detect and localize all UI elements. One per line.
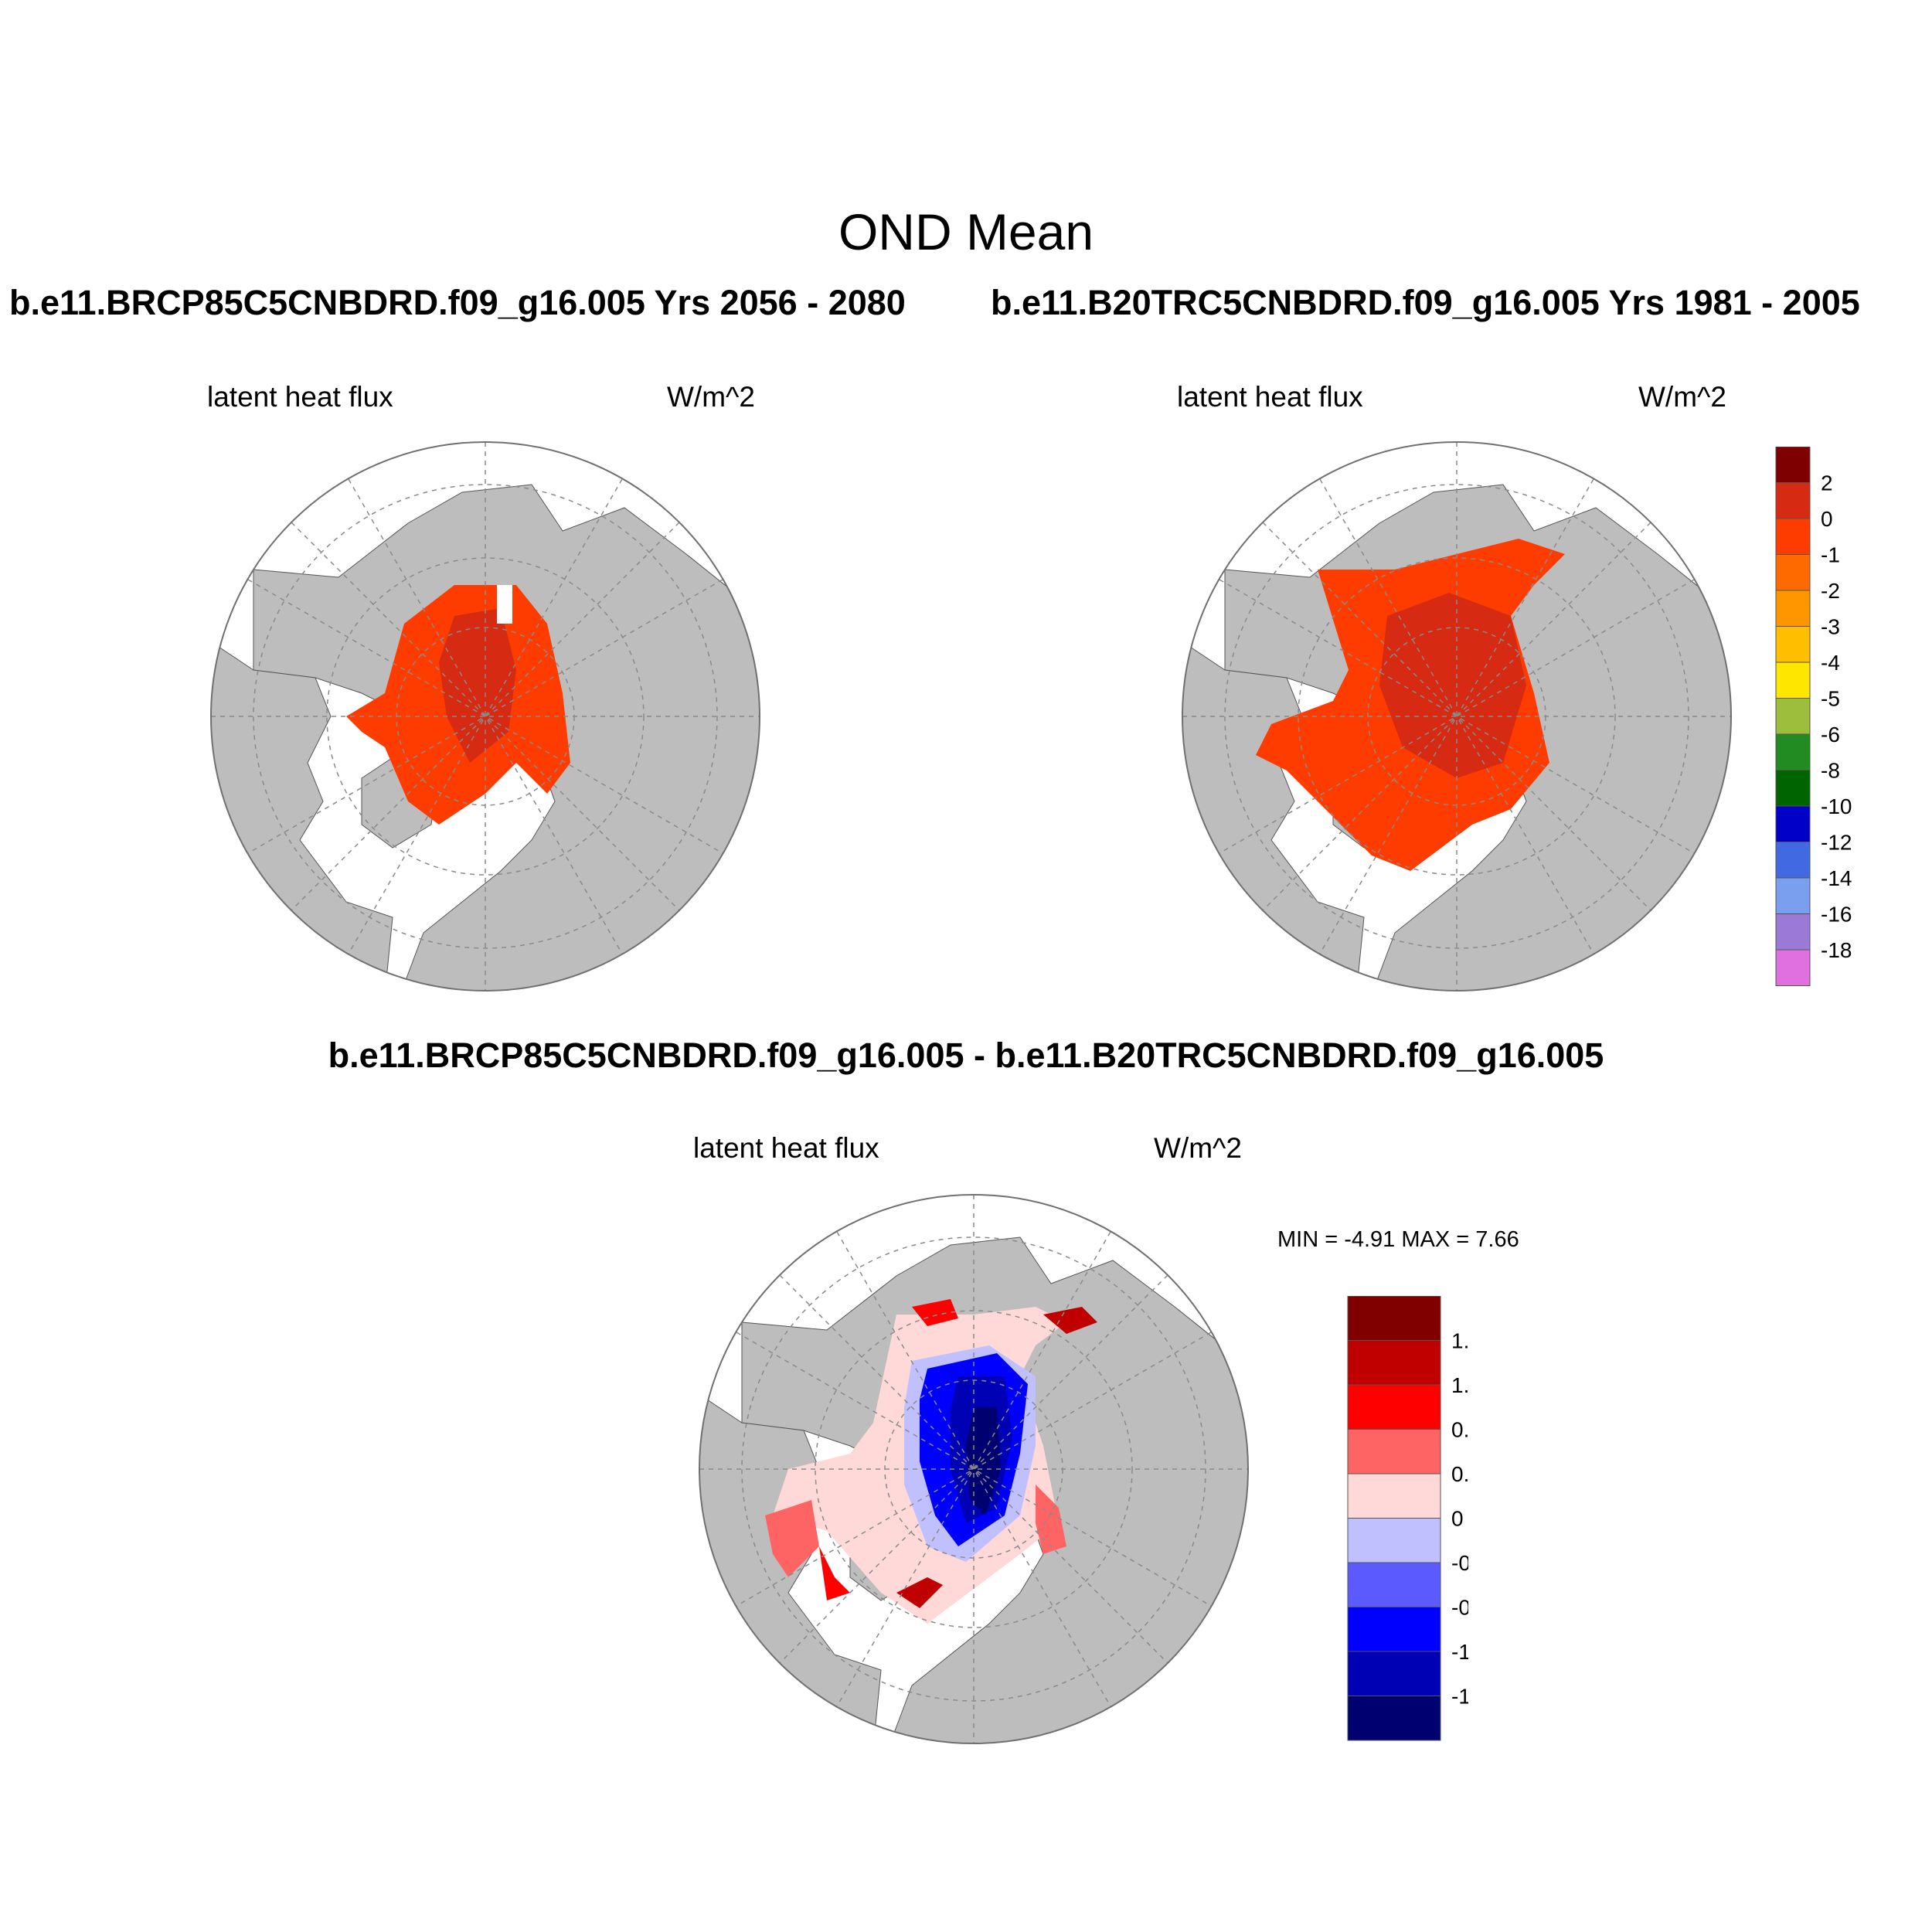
colorbar-tick-label: -18 <box>1821 938 1852 962</box>
colorbar-box <box>1775 877 1811 914</box>
difference-colorbar: 1.6 1.2 0.8 0.4 0 -0.4 -0.8 -1.2 -1.6 <box>1347 1296 1468 1741</box>
colorbar-box <box>1775 447 1811 483</box>
colorbar-tick-label: 1.6 <box>1451 1329 1468 1353</box>
colorbar-box <box>1347 1296 1441 1341</box>
panel2-units-label: W/m^2 <box>1638 381 1726 413</box>
colorbar-box <box>1775 482 1811 519</box>
colorbar-tick-label: -6 <box>1821 723 1840 747</box>
difference-polar-map <box>699 1194 1249 1744</box>
main-colorbar: 2 0 -1 -2 -3 -4 -5 -6 -8 -10 -12 -14 -16 -18 <box>1775 447 1852 986</box>
colorbar-box <box>1775 805 1811 842</box>
colorbar-box <box>1347 1651 1441 1696</box>
figure-title: OND Mean <box>838 203 1094 260</box>
colorbar-box <box>1347 1696 1441 1741</box>
colorbar-box <box>1775 770 1811 807</box>
colorbar-box <box>1347 1562 1441 1607</box>
colorbar-tick-label: -10 <box>1821 794 1852 818</box>
colorbar-box <box>1347 1473 1441 1519</box>
panel1-variable-label: latent heat flux <box>207 381 393 413</box>
colorbar-box <box>1347 1429 1441 1475</box>
colorbar-tick-label: -0.4 <box>1451 1551 1468 1575</box>
colorbar-box <box>1775 590 1811 627</box>
diff-variable-label: latent heat flux <box>693 1132 879 1164</box>
colorbar-box <box>1775 626 1811 663</box>
colorbar-box <box>1775 662 1811 699</box>
panel2-variable-label: latent heat flux <box>1177 381 1363 413</box>
colorbar-tick-label: 1.2 <box>1451 1373 1468 1397</box>
colorbar-tick-label: 0.8 <box>1451 1418 1468 1442</box>
diff-minmax-label: MIN = -4.91 MAX = 7.66 <box>1277 1227 1519 1252</box>
panel2-polar-map <box>1182 441 1732 992</box>
colorbar-tick-label: -14 <box>1821 866 1852 890</box>
colorbar-tick-label: -1 <box>1821 543 1840 567</box>
colorbar-box <box>1347 1607 1441 1652</box>
colorbar-tick-label: -0.8 <box>1451 1596 1468 1620</box>
colorbar-tick-label: 0 <box>1451 1507 1464 1531</box>
difference-title: b.e11.BRCP85C5CNBDRD.f09_g16.005 - b.e11… <box>328 1036 1604 1075</box>
colorbar-box <box>1775 554 1811 591</box>
colorbar-box <box>1347 1384 1441 1430</box>
panel1-units-label: W/m^2 <box>667 381 755 413</box>
panel1-polar-map <box>210 441 760 992</box>
colorbar-tick-label: -16 <box>1821 903 1852 927</box>
colorbar-tick-label: -1.6 <box>1451 1685 1468 1709</box>
colorbar-tick-label: -3 <box>1821 615 1840 639</box>
colorbar-box <box>1347 1340 1441 1386</box>
case1-title: b.e11.BRCP85C5CNBDRD.f09_g16.005 Yrs 205… <box>9 283 906 322</box>
colorbar-box <box>1775 842 1811 879</box>
case2-title: b.e11.B20TRC5CNBDRD.f09_g16.005 Yrs 1981… <box>991 283 1860 322</box>
diff-units-label: W/m^2 <box>1154 1132 1242 1164</box>
colorbar-box <box>1775 949 1811 986</box>
colorbar-box <box>1775 913 1811 951</box>
colorbar-tick-label: 0.4 <box>1451 1462 1468 1486</box>
colorbar-tick-label: 0 <box>1821 507 1833 531</box>
colorbar-tick-label: -2 <box>1821 579 1840 603</box>
colorbar-box <box>1347 1518 1441 1563</box>
colorbar-tick-label: -1.2 <box>1451 1640 1468 1664</box>
colorbar-tick-label: -8 <box>1821 759 1840 783</box>
colorbar-box <box>1775 518 1811 555</box>
colorbar-box <box>1775 698 1811 735</box>
colorbar-tick-label: -5 <box>1821 687 1840 711</box>
colorbar-tick-label: -4 <box>1821 651 1840 675</box>
colorbar-box <box>1775 733 1811 770</box>
colorbar-tick-label: -12 <box>1821 831 1852 855</box>
colorbar-tick-label: 2 <box>1821 471 1833 495</box>
